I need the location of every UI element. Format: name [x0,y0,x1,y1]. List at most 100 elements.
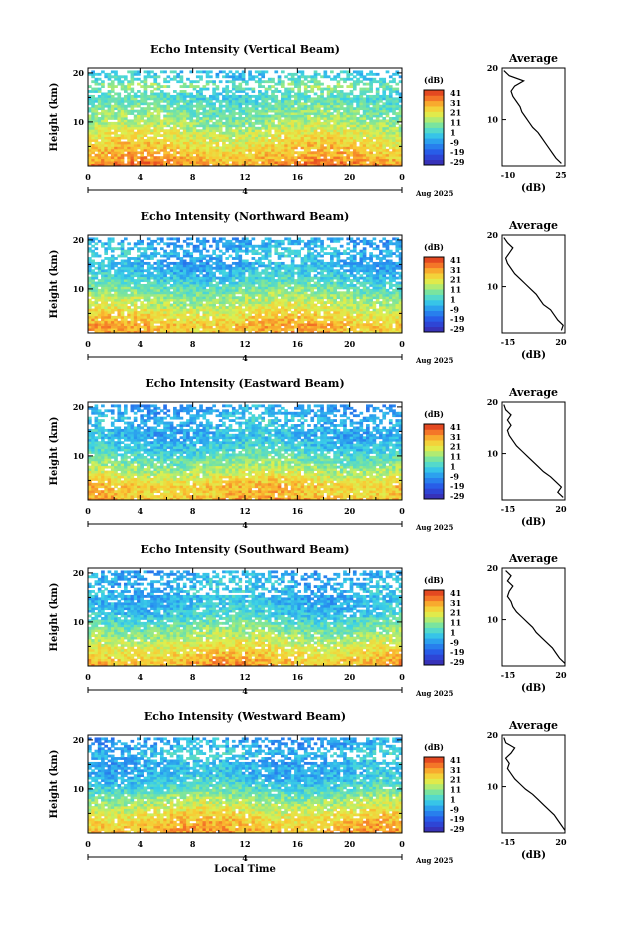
colorbar-tick-label: -19 [450,481,465,491]
colorbar-step [424,138,444,144]
colorbar [424,757,444,832]
x-tick-label: 16 [292,339,304,349]
colorbar-step [424,316,444,322]
colorbar-step [424,601,444,607]
date-mark: 4 [242,853,248,863]
colorbar-tick-label: -29 [450,824,465,834]
colorbar-tick-label: -29 [450,324,465,334]
colorbar-tick-label: 1 [450,794,456,804]
colorbar-step [424,795,444,801]
profile-frame [502,735,565,833]
x-tick-label: 20 [344,506,356,516]
heatmap-field [88,70,402,166]
colorbar-tick-label: 31 [450,765,461,775]
colorbar-step [424,268,444,274]
y-axis-label: Height (km) [49,250,60,319]
profile-frame [502,68,565,166]
heatmap-field [88,737,402,833]
profile-y-tick-label: 20 [487,730,499,740]
colorbar-tick-label: 21 [450,442,461,452]
colorbar-step [424,95,444,101]
date-mark: 4 [242,686,248,696]
panel-4: Echo Intensity (Southward Beam)1020Heigh… [49,543,567,698]
colorbar-step [424,278,444,284]
colorbar-tick-label: 41 [450,422,461,432]
colorbar-tick-label: -9 [450,637,459,647]
colorbar-step [424,768,444,774]
x-tick-label: 12 [239,172,250,182]
colorbar-tick-label: -19 [450,147,465,157]
colorbar-tick-label: 1 [450,294,456,304]
colorbar-tick-label: 41 [450,755,461,765]
x-tick-label: 12 [239,839,250,849]
colorbar-tick-label: 41 [450,88,461,98]
colorbar-step [424,128,444,134]
colorbar-tick-label: 11 [450,118,461,128]
colorbar-tick-label: 21 [450,608,461,618]
profile-x-label: (dB) [521,183,546,194]
date-label: Aug 2025 [415,856,453,865]
colorbar-step [424,257,444,263]
colorbar-step [424,773,444,779]
profile-line [506,571,565,664]
x-tick-label: 16 [292,172,304,182]
colorbar-step [424,451,444,457]
panel-3: Echo Intensity (Eastward Beam)1020Height… [49,377,567,532]
chart-title: Echo Intensity (Eastward Beam) [145,377,344,390]
x-tick-label: 20 [344,672,356,682]
colorbar-step [424,805,444,811]
x-tick-label: 0 [399,839,405,849]
profile-line [504,405,563,498]
colorbar [424,90,444,165]
date-mark: 4 [242,353,248,363]
colorbar-label: (dB) [424,75,444,85]
colorbar-tick-label: -9 [450,804,459,814]
colorbar-step [424,111,444,117]
chart-title: Echo Intensity (Vertical Beam) [150,43,340,56]
x-tick-label: 20 [344,172,356,182]
profile-y-tick-label: 20 [487,397,499,407]
profile-x-tick-label: -15 [501,670,515,680]
chart-title: Echo Intensity (Southward Beam) [141,543,350,556]
x-tick-label: 16 [292,506,304,516]
date-label: Aug 2025 [415,356,453,365]
colorbar-tick-label: -29 [450,491,465,501]
colorbar-step [424,590,444,596]
profile-x-label: (dB) [521,350,546,361]
x-tick-label: 0 [399,172,405,182]
colorbar-label: (dB) [424,742,444,752]
profile-x-tick-label: 20 [555,670,567,680]
colorbar-tick-label: 11 [450,618,461,628]
profile-x-tick-label: 25 [555,170,566,180]
x-tick-label: 8 [190,672,196,682]
colorbar-step [424,305,444,311]
colorbar-step [424,300,444,306]
profile-title: Average [508,219,558,232]
profile-y-tick-label: 20 [487,63,499,73]
colorbar-tick-label: 21 [450,108,461,118]
profile-line [504,238,563,331]
x-tick-label: 0 [85,839,91,849]
x-tick-label: 4 [138,172,144,182]
heatmap-field [88,570,402,666]
profile-title: Average [508,719,558,732]
x-tick-label: 4 [138,672,144,682]
colorbar-step [424,321,444,327]
colorbar-step [424,435,444,441]
colorbar-tick-label: -19 [450,647,465,657]
colorbar-step [424,456,444,462]
colorbar-tick-label: 31 [450,265,461,275]
x-tick-label: 12 [239,672,250,682]
chart-title: Echo Intensity (Westward Beam) [144,710,346,723]
colorbar-step [424,424,444,430]
colorbar-tick-label: 31 [450,98,461,108]
colorbar-tick-label: 11 [450,285,461,295]
colorbar-tick-label: -9 [450,137,459,147]
colorbar [424,590,444,665]
colorbar-step [424,628,444,634]
profile-frame [502,568,565,666]
y-tick-label: 20 [73,68,85,78]
profile-x-label: (dB) [521,850,546,861]
y-tick-label: 20 [73,568,85,578]
